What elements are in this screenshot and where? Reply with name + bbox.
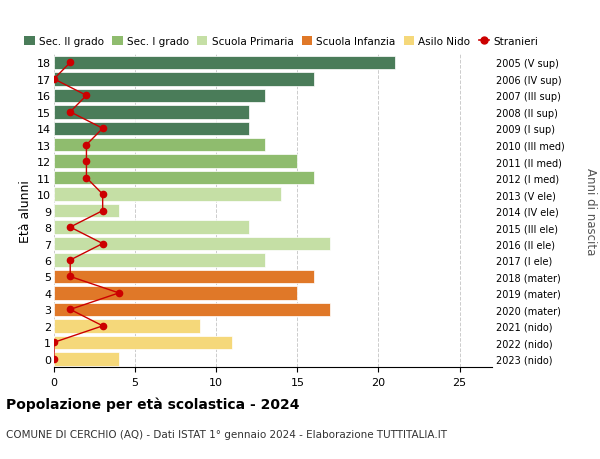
- Legend: Sec. II grado, Sec. I grado, Scuola Primaria, Scuola Infanzia, Asilo Nido, Stran: Sec. II grado, Sec. I grado, Scuola Prim…: [24, 37, 538, 47]
- Bar: [54, 254, 265, 267]
- Text: Popolazione per età scolastica - 2024: Popolazione per età scolastica - 2024: [6, 397, 299, 412]
- Bar: [54, 139, 265, 152]
- Bar: [54, 155, 298, 168]
- Bar: [54, 303, 330, 316]
- Bar: [54, 336, 232, 349]
- Bar: [54, 270, 314, 284]
- Bar: [54, 56, 395, 70]
- Bar: [54, 237, 330, 251]
- Bar: [54, 106, 248, 119]
- Bar: [54, 221, 248, 234]
- Bar: [54, 188, 281, 202]
- Text: COMUNE DI CERCHIO (AQ) - Dati ISTAT 1° gennaio 2024 - Elaborazione TUTTITALIA.IT: COMUNE DI CERCHIO (AQ) - Dati ISTAT 1° g…: [6, 429, 447, 439]
- Y-axis label: Età alunni: Età alunni: [19, 180, 32, 242]
- Bar: [54, 319, 200, 333]
- Bar: [54, 286, 298, 300]
- Bar: [54, 73, 314, 86]
- Bar: [54, 352, 119, 366]
- Bar: [54, 90, 265, 103]
- Bar: [54, 204, 119, 218]
- Bar: [54, 172, 314, 185]
- Bar: [54, 122, 248, 136]
- Text: Anni di nascita: Anni di nascita: [584, 168, 597, 255]
